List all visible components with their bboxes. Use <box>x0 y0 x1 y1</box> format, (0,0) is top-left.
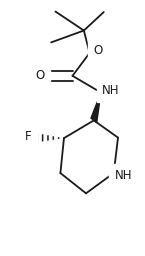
Text: F: F <box>25 130 32 143</box>
Text: NH: NH <box>102 83 120 97</box>
Text: O: O <box>35 69 44 82</box>
Text: NH: NH <box>115 169 132 182</box>
Text: O: O <box>94 44 103 57</box>
Polygon shape <box>91 93 101 123</box>
